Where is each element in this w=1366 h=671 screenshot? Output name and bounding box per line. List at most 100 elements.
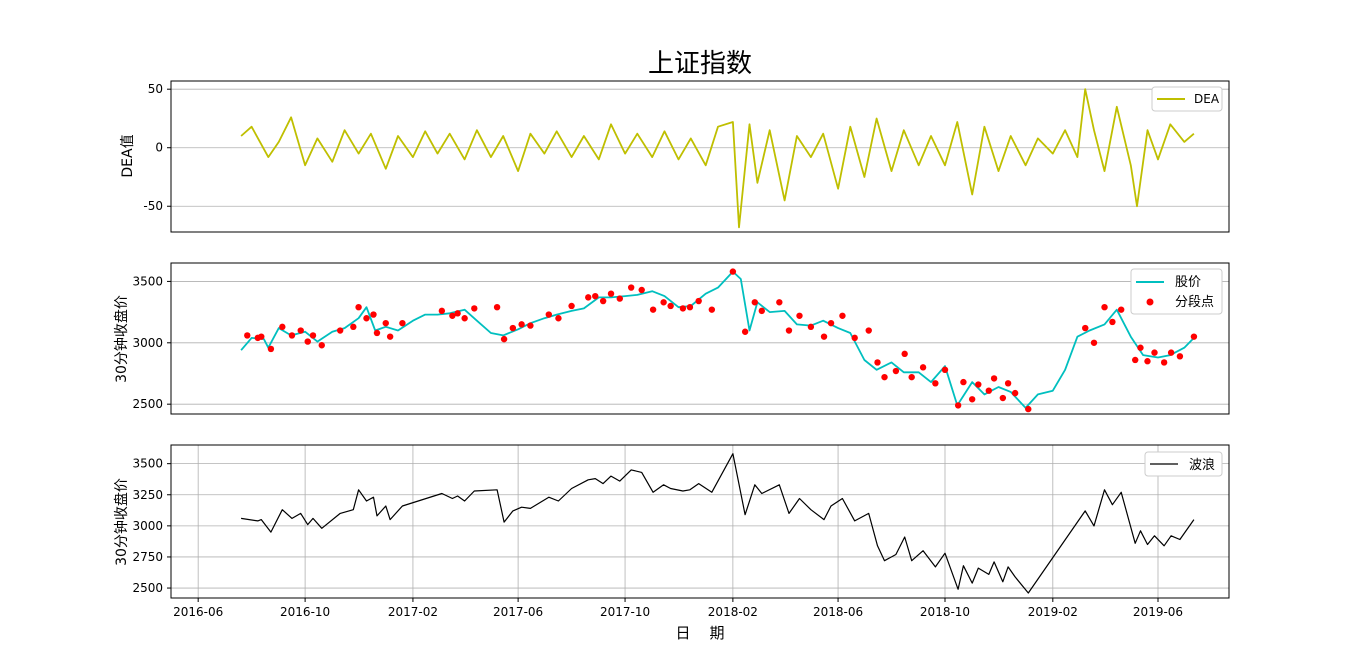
price-panel: 3500 3000 2500 30分钟收盘价 股价 分段点: [113, 262, 1230, 415]
segment-point-72: [990, 375, 998, 382]
segment-legend-marker: [1146, 298, 1154, 306]
segment-point-88: [1176, 353, 1184, 360]
segment-point-60: [881, 373, 888, 381]
x-tick-label-9: 2019-06: [1133, 605, 1183, 619]
price-plot-frame: [170, 262, 1230, 415]
segment-point-30: [555, 315, 562, 322]
segment-point-7: [304, 338, 311, 345]
segment-point-33: [592, 292, 599, 300]
segment-point-75: [1011, 389, 1019, 397]
x-tick-label-3: 2017-06: [493, 605, 543, 619]
wave-y-tick-label-1: 3250: [132, 488, 163, 502]
segment-point-80: [1109, 318, 1116, 326]
segment-point-11: [350, 323, 357, 331]
segment-point-53: [807, 323, 815, 331]
segment-point-5: [288, 332, 296, 339]
segment-point-43: [686, 303, 694, 311]
price-y-tick-label-1: 3000: [132, 336, 163, 350]
segment-point-52: [796, 312, 803, 319]
dea-legend-box: [1151, 86, 1223, 112]
segment-point-48: [751, 299, 758, 306]
segment-point-44: [695, 297, 702, 305]
segment-point-67: [954, 402, 962, 409]
segment-point-31: [568, 302, 575, 310]
segment-point-26: [509, 324, 517, 332]
segment-point-63: [908, 373, 915, 381]
segment-point-57: [851, 334, 858, 342]
dea-series: [240, 88, 1195, 229]
dea-y-tick-label-1: 0: [155, 141, 163, 155]
wave-panel: 3500 3250 3000 2750 2500 2016-06 2016-10 2017-…: [113, 444, 1230, 642]
segment-point-35: [607, 290, 615, 297]
segment-point-24: [493, 303, 501, 311]
segment-point-23: [471, 305, 478, 312]
wave-y-tick-label-2: 3000: [132, 519, 163, 533]
segment-point-0: [244, 332, 251, 339]
segment-point-78: [1090, 339, 1098, 346]
x-tick-label-2: 2017-02: [388, 605, 438, 619]
price-y-tick-label-2: 2500: [132, 397, 163, 411]
segment-point-21: [454, 310, 461, 317]
x-tick-label-0: 2016-06: [173, 605, 223, 619]
x-tick-label-4: 2017-10: [600, 605, 650, 619]
wave-x-ticks: 2016-06 2016-10 2017-02 2017-06 2017-10 2018-…: [173, 598, 1183, 619]
segment-point-58: [865, 327, 872, 334]
segment-point-50: [776, 299, 783, 306]
x-tick-label-1: 2016-10: [280, 605, 330, 619]
segment-point-65: [932, 380, 939, 387]
wave-legend-box: [1144, 451, 1223, 477]
wave-plot-frame: [170, 444, 1230, 599]
segment-point-20: [449, 312, 456, 319]
segment-point-83: [1137, 344, 1144, 351]
segment-legend-label: 分段点: [1175, 295, 1214, 310]
price-line-0: [240, 270, 1195, 409]
price-series: [240, 270, 1195, 409]
segment-point-38: [638, 286, 645, 294]
segment-point-51: [785, 327, 793, 334]
segment-point-89: [1190, 333, 1198, 340]
dea-panel: 50 0 -50 DEA值 DEA: [120, 80, 1230, 233]
price-y-ticks: 3500 3000 2500: [132, 274, 171, 411]
segment-point-25: [500, 335, 508, 343]
segment-point-42: [679, 305, 687, 312]
wave-series: [241, 453, 1195, 594]
dea-line-0: [240, 88, 1195, 229]
price-legend-label: 股价: [1175, 275, 1201, 290]
price-y-tick-label-0: 3500: [132, 274, 163, 288]
segment-point-82: [1132, 356, 1139, 364]
segment-point-4: [279, 323, 286, 331]
segment-point-6: [297, 327, 304, 334]
segment-point-17: [386, 333, 394, 340]
segment-point-9: [318, 342, 325, 349]
segment-point-37: [627, 284, 635, 291]
segment-point-27: [518, 321, 525, 328]
segment-point-71: [985, 387, 993, 394]
segment-point-61: [892, 367, 900, 375]
price-legend: 股价 分段点: [1130, 268, 1223, 315]
wave-legend: 波浪: [1144, 451, 1223, 477]
segment-point-10: [336, 327, 344, 334]
segment-point-3: [267, 345, 275, 353]
dea-legend-label: DEA: [1194, 92, 1220, 106]
wave-y-tick-label-3: 2750: [132, 550, 163, 564]
segment-point-46: [729, 268, 737, 275]
wave-legend-label: 波浪: [1189, 458, 1215, 473]
price-y-axis-label: 30分钟收盘价: [113, 295, 130, 383]
segment-point-64: [919, 364, 927, 371]
chart-title: 上证指数: [648, 49, 752, 79]
segment-point-79: [1101, 303, 1108, 311]
price-grid: [171, 281, 1229, 405]
x-tick-label-7: 2018-10: [920, 605, 970, 619]
wave-y-tick-label-4: 2500: [132, 581, 163, 595]
dea-y-axis-label: DEA值: [120, 134, 136, 177]
segment-point-59: [874, 359, 881, 366]
segment-point-85: [1151, 349, 1158, 356]
wave-line-0: [241, 453, 1195, 594]
x-axis-label: 日 期: [675, 624, 724, 642]
dea-legend: DEA: [1151, 86, 1223, 112]
segment-point-18: [399, 319, 406, 327]
segment-points: [244, 268, 1198, 413]
dea-plot-frame: [170, 80, 1230, 233]
segment-point-47: [741, 328, 749, 335]
segment-point-70: [975, 381, 982, 388]
